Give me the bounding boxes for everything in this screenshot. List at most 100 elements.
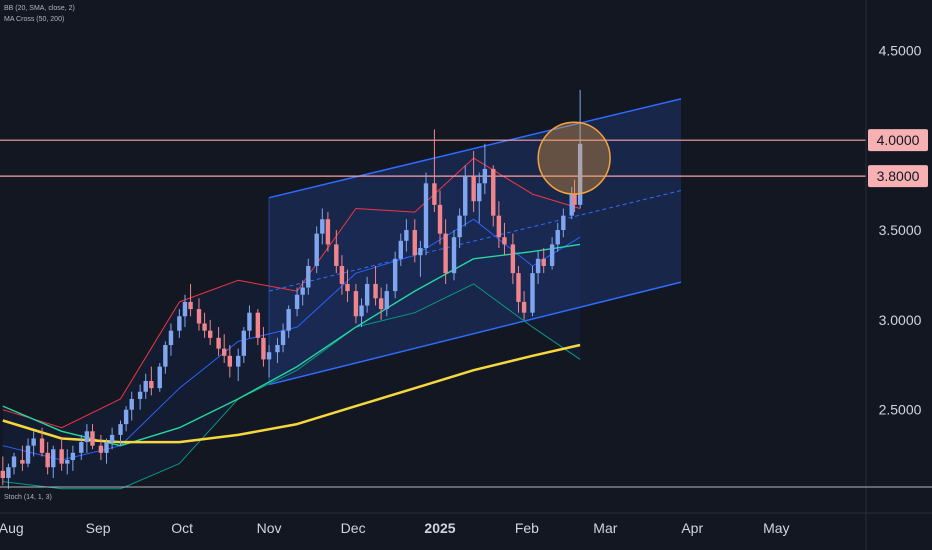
candle-body: [168, 330, 174, 346]
candle-body: [432, 183, 437, 205]
x-tick-label: Sep: [86, 520, 111, 536]
x-tick-label: Oct: [171, 520, 193, 536]
candle-body: [129, 398, 134, 410]
candle-body: [404, 230, 409, 241]
candle-body: [510, 244, 516, 274]
level-label-0: 4.0000: [877, 132, 920, 148]
x-tick-label: Nov: [257, 520, 282, 536]
candle-body: [59, 449, 64, 464]
candle-body: [451, 237, 457, 274]
channel-upper-line: [268, 98, 682, 199]
candle-body: [418, 247, 423, 256]
candle-body: [353, 291, 359, 317]
candle-body: [236, 355, 241, 367]
candle-body: [373, 283, 378, 299]
candle-body: [143, 380, 148, 392]
candle-body: [188, 301, 193, 310]
bb-band-fill: [2, 158, 581, 489]
candle-body: [502, 237, 507, 245]
candle-body: [196, 309, 202, 324]
candle-body: [182, 301, 188, 317]
candle-body: [364, 283, 370, 306]
candle-body: [157, 366, 162, 389]
candle-body: [207, 330, 213, 338]
candle-body: [163, 345, 168, 367]
candle-body: [104, 442, 109, 453]
x-tick-label: May: [763, 520, 789, 536]
candle-body: [255, 312, 261, 338]
candle-body: [392, 258, 398, 292]
candle-body: [123, 409, 129, 425]
level-label-bg-0: [868, 129, 928, 152]
candle-body: [541, 258, 546, 266]
candle-body: [334, 244, 339, 266]
candle-body: [294, 294, 300, 310]
candle-body: [378, 298, 384, 310]
candle-body: [241, 330, 247, 356]
candle-body: [549, 244, 555, 266]
x-tick-label: Dec: [341, 520, 366, 536]
candle-body: [530, 273, 535, 313]
candle-body: [20, 460, 25, 464]
candle-body: [306, 265, 311, 288]
candle-body: [457, 215, 462, 238]
candle-body: [65, 460, 70, 464]
candle-body: [149, 380, 154, 389]
level-label-1: 3.8000: [877, 168, 920, 184]
candle-body: [98, 445, 104, 453]
channel-mid-line: [268, 190, 682, 292]
candle-body: [227, 355, 233, 367]
x-tick-label: Aug: [0, 520, 24, 536]
candle-body: [280, 330, 286, 346]
candle-body: [339, 265, 345, 284]
bb_lower-line: [2, 283, 581, 490]
candle-body: [384, 291, 389, 310]
candle-body: [11, 456, 17, 468]
candle-body: [471, 176, 476, 202]
candle-body: [286, 309, 291, 331]
candle-body: [137, 391, 143, 399]
candle-body: [443, 233, 448, 274]
candle-body: [359, 305, 364, 317]
candle-body: [31, 438, 36, 446]
candle-body: [79, 442, 84, 453]
channel-lower-line: [268, 281, 682, 386]
candle-body: [423, 183, 429, 248]
level-label-bg-1: [868, 165, 928, 188]
ma-cross-indicator-legend[interactable]: MA Cross (50, 200): [4, 16, 65, 23]
candle-body: [521, 301, 527, 313]
candle-body: [577, 143, 583, 205]
candle-body: [222, 348, 227, 356]
candle-body: [0, 470, 6, 479]
candle-body: [247, 312, 252, 331]
candle-body: [70, 452, 76, 461]
candle-body: [6, 467, 11, 479]
candle-body: [477, 183, 482, 202]
candle-body: [84, 431, 90, 443]
candle-body: [177, 316, 182, 331]
candle-body: [482, 168, 488, 184]
highlight-circle: [537, 121, 611, 195]
candle-body: [516, 273, 521, 302]
stoch-indicator-legend[interactable]: Stoch (14, 1, 3): [4, 494, 52, 501]
bb-indicator-legend[interactable]: BB (20, SMA, close, 2): [4, 5, 75, 12]
candle-body: [437, 204, 443, 234]
candle-body: [90, 431, 95, 446]
candle-body: [555, 230, 560, 245]
candle-body: [25, 445, 31, 464]
candle-body: [202, 323, 207, 331]
candle-body: [496, 215, 502, 238]
y-tick-label: 4.5000: [879, 42, 922, 58]
candle-body: [398, 240, 403, 259]
candle-body: [300, 287, 305, 295]
candle-body: [261, 337, 266, 360]
candle-body: [51, 449, 56, 468]
candle-body: [45, 452, 50, 468]
candle-body: [118, 424, 123, 435]
candle-body: [412, 230, 417, 256]
candle-body: [491, 168, 496, 216]
candle-body: [314, 233, 319, 266]
y-tick-label: 2.5000: [879, 402, 922, 418]
